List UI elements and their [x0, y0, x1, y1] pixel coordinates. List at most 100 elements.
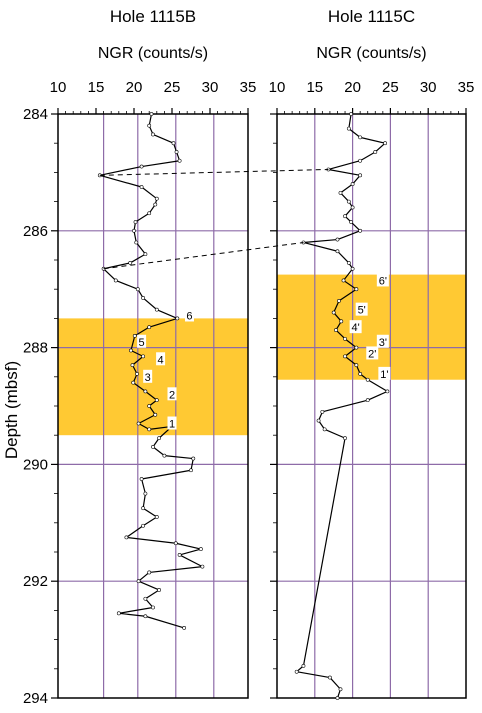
- data-point: [141, 523, 146, 528]
- data-point: [139, 164, 144, 169]
- data-point: [147, 325, 152, 330]
- point-label: 6': [379, 275, 387, 287]
- point-label: 2: [169, 389, 175, 401]
- data-point: [143, 252, 148, 257]
- data-point: [143, 491, 148, 496]
- data-point: [131, 380, 136, 385]
- data-point: [358, 158, 363, 163]
- data-point: [354, 345, 359, 350]
- data-point: [338, 687, 343, 692]
- data-point: [139, 477, 144, 481]
- data-point: [154, 398, 159, 403]
- data-point: [132, 334, 137, 338]
- data-point: [346, 126, 351, 131]
- data-point: [129, 348, 133, 353]
- data-point: [132, 228, 136, 233]
- y-tick-label: 290: [23, 456, 48, 473]
- point-label-bg: [167, 387, 177, 401]
- panel-title: Hole 1115B: [110, 7, 196, 26]
- x-tick-label: 25: [382, 79, 399, 96]
- data-point: [113, 278, 118, 283]
- data-point: [322, 427, 327, 432]
- data-point: [147, 570, 152, 575]
- data-point: [338, 190, 343, 195]
- data-point: [149, 112, 154, 116]
- data-point: [177, 158, 182, 163]
- data-point: [147, 123, 152, 128]
- data-point: [134, 240, 139, 245]
- data-point: [128, 261, 133, 265]
- y-axis-label: Depth (mbsf): [2, 361, 21, 459]
- data-point: [335, 237, 340, 242]
- data-point: [151, 605, 155, 610]
- data-point: [349, 112, 353, 116]
- data-point: [358, 135, 363, 140]
- panel-title: Hole 1115C: [328, 7, 415, 26]
- y-tick-label: 294: [23, 690, 48, 707]
- point-label: 5: [139, 337, 145, 349]
- data-point: [136, 579, 141, 584]
- data-point: [350, 182, 355, 186]
- x-axis-label: NGR (counts/s): [98, 45, 208, 62]
- data-point: [173, 541, 178, 546]
- data-point: [294, 669, 299, 674]
- point-label-bg: [143, 369, 153, 383]
- x-tick-label: 30: [420, 79, 437, 96]
- point-label: 1: [169, 419, 175, 431]
- point-label: 1': [380, 369, 388, 381]
- point-label-bg: [167, 416, 177, 430]
- point-label-bg: [355, 302, 368, 316]
- data-point: [154, 196, 159, 201]
- data-point: [147, 404, 152, 408]
- data-point: [141, 296, 146, 300]
- data-point: [365, 377, 370, 382]
- series-line: [296, 113, 388, 699]
- data-point: [337, 298, 341, 303]
- point-label-bg: [137, 334, 147, 348]
- data-point: [346, 261, 351, 265]
- data-point: [175, 316, 180, 321]
- data-point: [147, 211, 152, 216]
- data-point: [143, 389, 148, 394]
- data-point: [154, 515, 159, 519]
- data-point: [133, 220, 138, 224]
- highlight-band: [277, 274, 466, 380]
- data-point: [335, 249, 340, 254]
- data-point: [316, 418, 321, 423]
- panel-hole-1115c: Hole 1115C NGR (counts/s) 10 15 20 25 30 35 6' 5'…: [269, 7, 474, 700]
- data-point: [341, 278, 346, 283]
- y-tick-label: 288: [23, 340, 48, 357]
- data-point: [343, 336, 347, 341]
- data-point: [124, 535, 129, 540]
- data-point: [349, 220, 353, 224]
- plot-frame: [276, 113, 467, 699]
- point-label: 6: [186, 310, 192, 322]
- data-point: [143, 596, 148, 601]
- point-label: 3: [145, 372, 151, 384]
- data-point: [153, 202, 158, 207]
- correlation-line: [99, 168, 329, 176]
- point-label-bg: [378, 366, 391, 380]
- highlight-band: [58, 318, 248, 436]
- data-point: [350, 205, 355, 210]
- data-point: [182, 626, 187, 630]
- data-point: [153, 412, 158, 417]
- data-point: [177, 553, 182, 557]
- x-tick-label: 35: [240, 79, 257, 96]
- point-label-bg: [376, 273, 389, 287]
- x-tick-label: 10: [269, 79, 286, 96]
- data-point: [365, 398, 370, 403]
- point-label: 5': [358, 305, 366, 317]
- x-tick-label: 15: [306, 79, 323, 96]
- data-point: [350, 266, 355, 271]
- point-label: 4': [352, 322, 360, 334]
- data-point: [157, 588, 161, 592]
- data-point: [339, 319, 344, 324]
- data-point: [354, 287, 359, 292]
- data-point: [139, 185, 144, 189]
- data-point: [154, 307, 159, 312]
- data-point: [189, 468, 193, 473]
- data-point: [320, 409, 325, 414]
- data-point: [141, 354, 146, 359]
